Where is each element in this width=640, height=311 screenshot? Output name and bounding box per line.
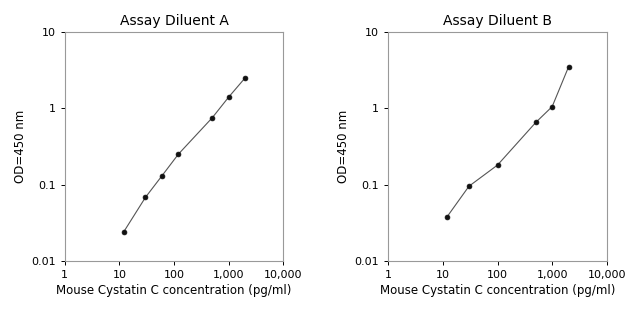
Title: Assay Diluent B: Assay Diluent B: [443, 14, 552, 28]
Y-axis label: OD=450 nm: OD=450 nm: [14, 110, 27, 183]
Y-axis label: OD=450 nm: OD=450 nm: [337, 110, 350, 183]
X-axis label: Mouse Cystatin C concentration (pg/ml): Mouse Cystatin C concentration (pg/ml): [380, 284, 615, 297]
Title: Assay Diluent A: Assay Diluent A: [120, 14, 228, 28]
X-axis label: Mouse Cystatin C concentration (pg/ml): Mouse Cystatin C concentration (pg/ml): [56, 284, 292, 297]
